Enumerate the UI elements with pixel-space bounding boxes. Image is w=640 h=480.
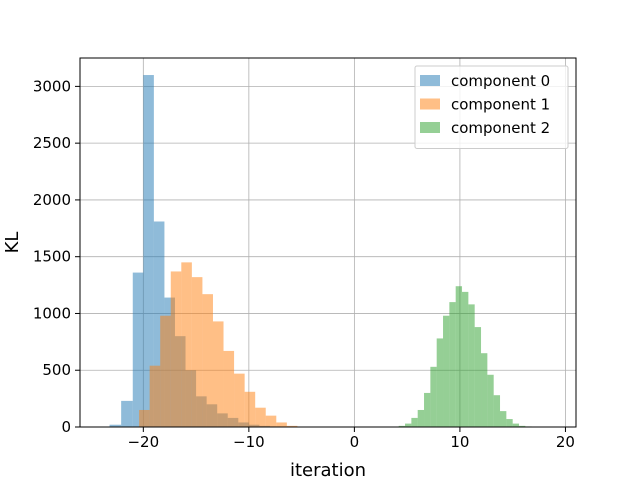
histogram-bar [143,75,154,428]
plot-frame [79,57,577,428]
histogram-bar [212,321,224,427]
x-tick-label: 0 [350,433,360,451]
y-tick-label: 3000 [33,77,71,95]
x-tick-label: 10 [450,433,469,451]
legend-box [414,65,569,149]
legend-swatch [420,122,440,133]
histogram-bar [276,422,287,427]
histogram-bar [493,395,501,427]
legend-swatch [420,98,440,110]
histogram-bar [436,338,444,427]
histogram-bar [139,409,150,427]
histogram-bar [519,425,526,427]
histogram-bar [424,392,431,427]
y-tick-label: 1500 [33,248,71,266]
axis-ticks: −20 −10 0 10 20 0 500 1000 1500 2000 2500 3000 [33,77,575,451]
histogram-bar [255,407,266,427]
y-axis-label: KL [2,232,23,254]
histogram-bar [449,302,456,427]
x-axis-label: iteration [290,460,366,480]
histogram-bars [109,75,539,428]
legend-swatch [420,75,440,86]
histogram-bar [455,286,463,427]
histogram-bar [223,350,235,427]
y-tick-label: 0 [61,418,71,436]
histogram-bar [411,417,418,427]
x-tick-label: −10 [233,433,265,451]
y-tick-label: 1000 [33,304,71,322]
histogram-bar [191,277,203,427]
histogram-bar [265,415,277,427]
histogram-bar [430,366,437,427]
histogram-bar [468,304,475,427]
legend-label: component 2 [451,119,550,137]
histogram-bar [462,291,469,427]
histogram-bar [398,425,406,427]
legend-label: component 0 [451,72,550,90]
histogram-bar [160,315,171,427]
x-tick-label: −20 [127,433,159,451]
x-tick-label: 20 [556,433,575,451]
histogram-bar [286,425,298,427]
histogram-bar [487,374,494,427]
histogram-bar [481,353,488,427]
histogram-bar [506,419,513,427]
histogram-bar [500,411,507,427]
histogram-bar [132,272,144,427]
histogram-bar [149,365,161,427]
histogram-bar [244,391,256,427]
histogram-bar [405,423,412,427]
histogram-bar [170,271,182,427]
histogram-bar [202,294,213,427]
legend: component 0 component 1 component 2 [414,65,569,149]
histogram-bar [109,424,122,427]
histogram-bar [153,221,165,427]
histogram-bar [234,373,245,427]
histogram-bar [181,262,192,427]
histogram-bar [417,409,425,427]
legend-label: component 1 [451,96,550,114]
y-tick-label: 2000 [33,191,71,209]
y-tick-label: 2500 [33,134,71,152]
histogram-bar [121,400,133,427]
histogram-bar [512,423,520,427]
histogram-bar [474,327,482,427]
histogram-bar [443,315,450,427]
series-2-bars [398,286,539,427]
y-tick-label: 500 [42,361,71,379]
series-1-bars [139,262,298,427]
